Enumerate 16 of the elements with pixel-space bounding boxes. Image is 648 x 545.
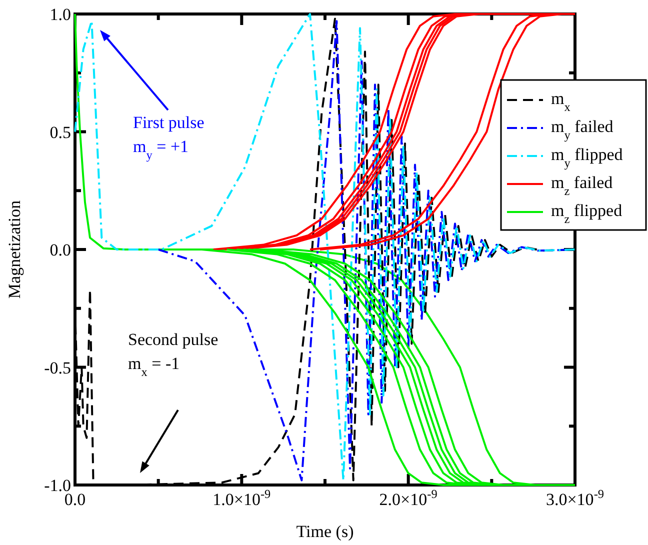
y-tick-label: -0.5 (44, 358, 71, 378)
y-tick-label: 0.5 (50, 122, 71, 142)
x-axis-title: Time (s) (296, 522, 354, 541)
legend-label: m$_{z}$ failed (551, 173, 614, 198)
legend-label: m$_{x}$ (551, 89, 570, 114)
y-tick-label: 1.0 (50, 5, 71, 24)
legend-label: m$_{z}$ flipped (551, 201, 623, 226)
y-axis-title: Magnetization (5, 200, 24, 299)
annotation: First pulse m$_{y}$ = +1 (133, 113, 204, 162)
y-tick-label: 0.0 (50, 240, 71, 260)
x-tick-label: 2.0×10$^{-9}$ (379, 487, 438, 509)
x-tick-label: 3.0×10$^{-9}$ (546, 487, 604, 509)
legend-label: m$_{y}$ failed (551, 117, 614, 142)
x-tick-label: 1.0×10$^{-9}$ (212, 487, 271, 509)
annotation: Second pulse m$_{x}$ = -1 (128, 330, 218, 379)
legend-label: m$_{y}$ flipped (551, 145, 624, 170)
